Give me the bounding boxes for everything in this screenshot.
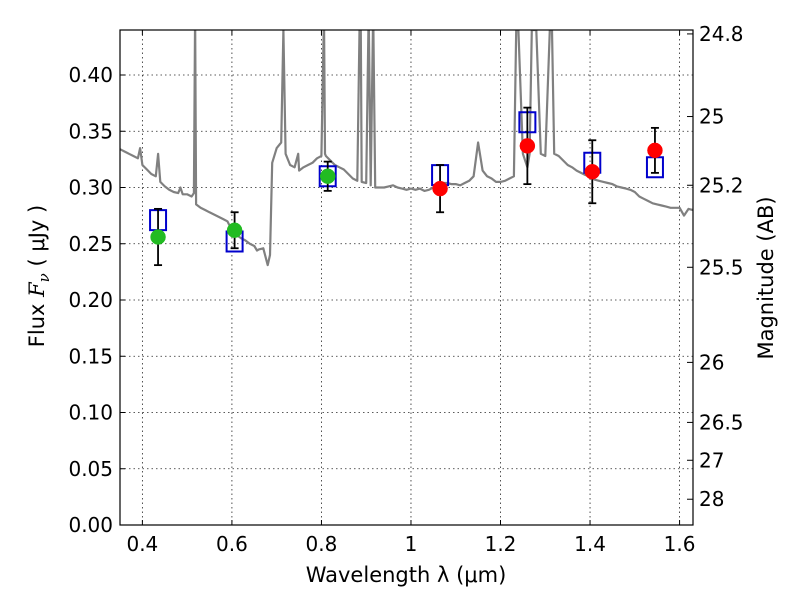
optical-data-point: [150, 229, 166, 245]
y-tick-label: 0.35: [68, 119, 113, 143]
y2-tick-label: 25.2: [699, 173, 744, 197]
x-tick-label: 1.6: [664, 532, 696, 556]
y-axis-label: Flux Fν ( μJy ): [25, 205, 53, 347]
y2-tick-label: 24.8: [699, 22, 744, 46]
sed-model-line: [120, 30, 693, 267]
nir-data-point: [647, 142, 663, 159]
photometry-layer: [149, 106, 664, 267]
y-tick-label: 0.40: [68, 63, 113, 87]
y2-tick-label: 28: [699, 487, 724, 511]
plot-frame: [119, 29, 694, 526]
y-tick-label: 0.15: [68, 344, 113, 368]
x-tick-label: 0.4: [126, 532, 158, 556]
y2-tick-label: 25.5: [699, 255, 744, 279]
y-tick-label: 0.25: [68, 232, 113, 256]
y-axis-label-subscript: ν: [35, 273, 53, 282]
x-tick-label: 0.6: [216, 532, 248, 556]
y2-tick-label: 26: [699, 350, 724, 374]
tick-labels: 0.4 0.6 0.8 1 1.2 1.4 1.6 0.00 0.05 0.10 0.15 0.20 0…: [68, 22, 743, 556]
y2-axis-label: Magnitude (AB): [754, 196, 778, 359]
y-axis-label-prefix: Flux: [25, 297, 49, 347]
nir-data-point: [584, 164, 601, 180]
y-axis-label-symbol: F: [25, 281, 49, 298]
y-tick-label: 0.10: [68, 401, 113, 425]
y-tick-label: 0.00: [68, 513, 113, 537]
y-axis-label-unit: ( μJy ): [25, 205, 49, 273]
nir-data-point: [432, 180, 448, 197]
x-tick-label: 1.4: [574, 532, 606, 556]
nir-data-point: [519, 138, 536, 154]
x-axis-label: Wavelength λ (μm): [306, 563, 507, 587]
y-tick-label: 0.30: [68, 176, 113, 200]
x-tick-label: 1.2: [485, 532, 517, 556]
y-tick-label: 0.20: [68, 288, 113, 312]
x-tick-label: 1: [405, 532, 418, 556]
x-tick-label: 0.8: [306, 532, 338, 556]
axis-ticks: [120, 30, 693, 526]
y2-tick-label: 25: [699, 105, 724, 129]
sed-model-layer: [120, 30, 693, 267]
y2-tick-label: 27: [699, 448, 724, 472]
y-tick-label: 0.05: [68, 457, 113, 481]
optical-data-point: [319, 168, 336, 184]
y2-tick-label: 26.5: [699, 410, 744, 434]
optical-data-point: [226, 222, 243, 238]
